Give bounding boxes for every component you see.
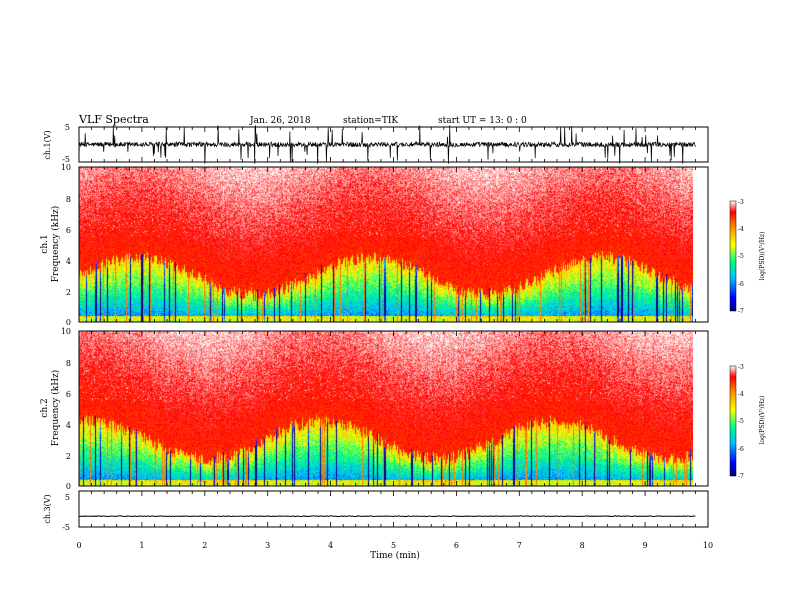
waveform-ch1-panel: ch.1(V) 5 -5 <box>43 123 709 164</box>
spec2-tick-10: 10 <box>61 327 71 336</box>
waveform-ch3-panel: ch.3(V) 5 -5 <box>43 490 709 532</box>
x-tick-label: 3 <box>265 541 270 550</box>
waveform-ch3-trace <box>79 515 696 518</box>
spec1-tick-10: 10 <box>61 163 71 172</box>
waveform-ch3-tick-bottom: -5 <box>62 523 70 532</box>
waveform-ch3-tick-top: 5 <box>65 493 70 502</box>
x-tick-label: 4 <box>328 541 333 550</box>
spec1-tick-0: 0 <box>66 318 71 327</box>
spectrogram-ch2-panel: ch.2 Frequency (kHz) 10 8 6 4 2 0 <box>40 327 709 491</box>
x-tick-label: 5 <box>391 541 396 550</box>
spectrogram-ch1-freq-label: Frequency (kHz) <box>50 206 61 283</box>
cb1-tick-5: -5 <box>738 253 744 260</box>
waveform-ch1-ylabel: ch.1(V) <box>43 130 52 159</box>
x-tick-label: 10 <box>703 541 713 550</box>
spectrogram-ch2-channel-label: ch.2 <box>40 398 50 417</box>
x-axis-title: Time (min) <box>370 550 420 561</box>
x-tick-label: 9 <box>643 541 648 550</box>
x-tick-label: 1 <box>139 541 144 550</box>
start-time-label: start UT = 13: 0 : 0 <box>438 116 527 126</box>
spec2-tick-4: 4 <box>66 421 71 430</box>
spec1-tick-8: 8 <box>66 195 71 204</box>
spec2-tick-6: 6 <box>66 390 71 399</box>
cb2-label: log(PSD)(V²/Hz) <box>759 396 766 445</box>
figure-title: VLF Spectra <box>78 113 149 126</box>
cb2-tick-4: -4 <box>738 391 744 398</box>
station-label: station=TIK <box>343 116 398 126</box>
x-tick-label: 0 <box>76 541 81 550</box>
spectrogram-ch2-image <box>79 331 693 486</box>
waveform-ch3-ylabel: ch.3(V) <box>43 494 52 523</box>
cb1-label: log(PSD)(V²/Hz) <box>759 232 766 281</box>
x-tick-label: 6 <box>454 541 459 550</box>
date-label: Jan. 26, 2018 <box>249 116 311 126</box>
cb1-tick-7: -7 <box>738 308 744 315</box>
cb2-tick-7: -7 <box>738 473 744 480</box>
colorbar-ch2: -3 -4 -5 -6 -7 log(PSD)(V²/Hz) <box>729 364 766 480</box>
colorbar-ch1: -3 -4 -5 -6 -7 log(PSD)(V²/Hz) <box>729 199 766 315</box>
spec2-tick-8: 8 <box>66 359 71 368</box>
x-tick-label: 7 <box>517 541 522 550</box>
waveform-ch1-trace <box>78 125 696 164</box>
cb2-tick-6: -6 <box>738 446 744 453</box>
cb1-tick-6: -6 <box>738 281 744 288</box>
x-tick-label: 8 <box>580 541 585 550</box>
spec1-tick-2: 2 <box>66 288 71 297</box>
spec1-tick-4: 4 <box>66 257 71 266</box>
spec1-tick-6: 6 <box>66 226 71 235</box>
cb1-tick-4: -4 <box>738 226 744 233</box>
cb2-tick-3: -3 <box>738 364 744 371</box>
waveform-ch1-tick-top: 5 <box>65 123 70 132</box>
spectrogram-ch1-image <box>79 167 693 322</box>
spectrogram-ch2-freq-label: Frequency (kHz) <box>50 370 61 447</box>
waveform-ch1-tick-bottom: -5 <box>62 155 70 164</box>
cb1-tick-3: -3 <box>738 199 744 206</box>
spectrogram-ch1-panel: ch.1 Frequency (kHz) 10 8 6 4 2 0 <box>40 163 709 327</box>
time-axis-ticks <box>78 127 709 527</box>
x-tick-label: 2 <box>202 541 207 550</box>
time-axis-labels: 0 1 2 3 4 5 6 7 8 9 10 <box>76 541 713 550</box>
spec2-tick-0: 0 <box>66 482 71 491</box>
spec2-tick-2: 2 <box>66 452 71 461</box>
cb2-tick-5: -5 <box>738 418 744 425</box>
spectrogram-ch1-channel-label: ch.1 <box>40 234 50 253</box>
